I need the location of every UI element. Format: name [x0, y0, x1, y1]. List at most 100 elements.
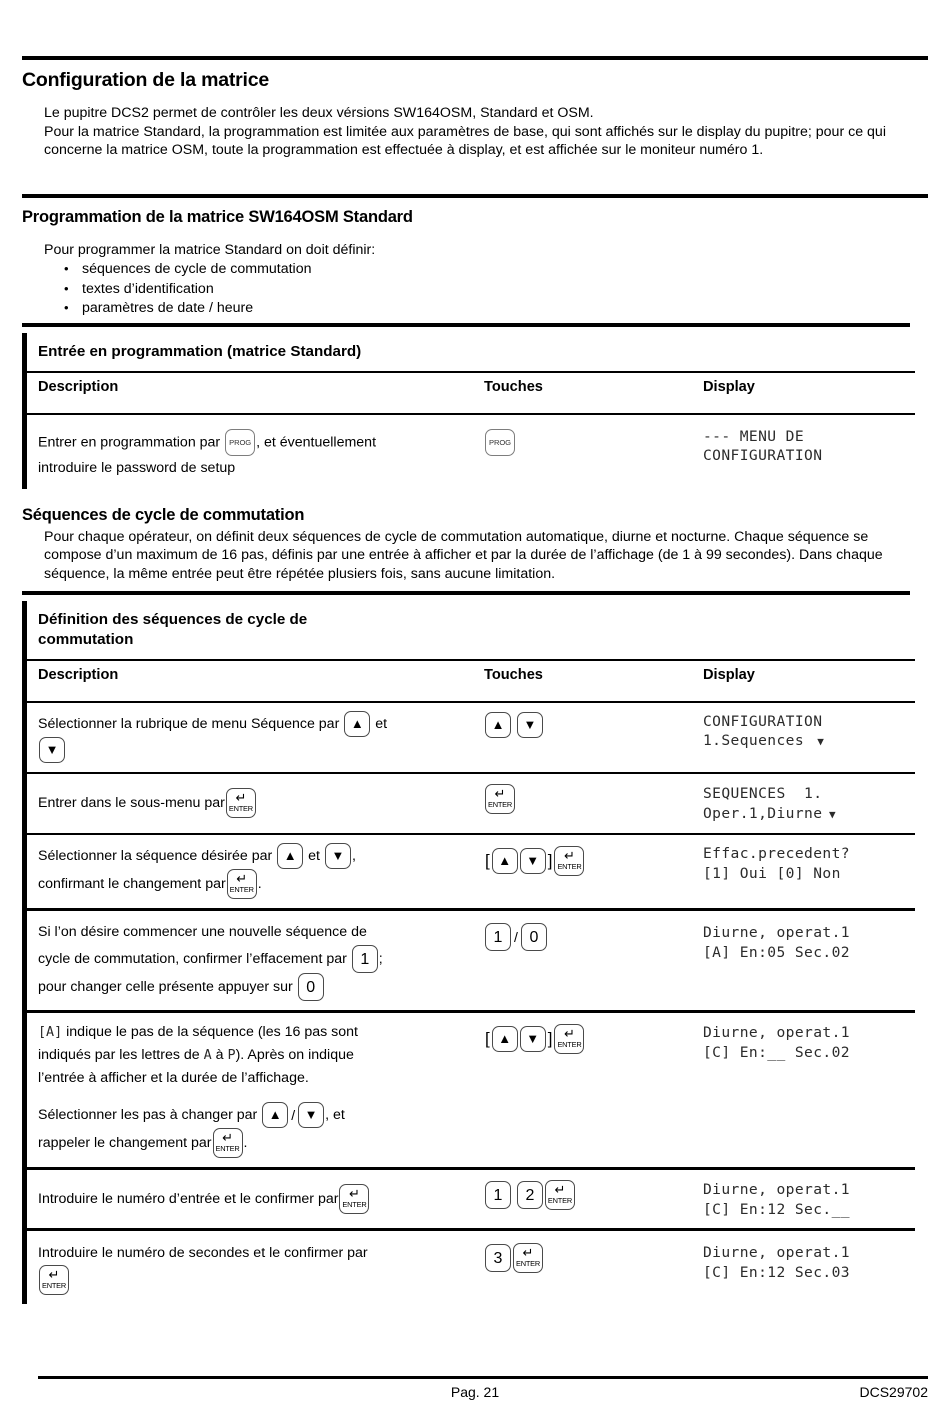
prog-key-label: PROG — [229, 437, 252, 447]
enter-arrow-icon: ↵ — [222, 1130, 233, 1146]
enter-key-label: ENTER — [41, 1281, 67, 1291]
arrow-down-key[interactable]: ▼ — [324, 843, 351, 870]
row-divider — [27, 772, 915, 775]
desc-text: introduire le password de setup — [38, 459, 236, 476]
arrow-down-icon: ▼ — [45, 742, 59, 758]
row-description: Introduire le numéro de secondes et le c… — [27, 1231, 482, 1304]
numeric-key-1[interactable]: 1 — [485, 923, 511, 952]
prog-key[interactable]: PROG — [225, 428, 256, 456]
table-definition-title: Définition des séquences de cycle de com… — [27, 601, 915, 659]
table-definition-top-rule — [22, 590, 910, 595]
page-title: Configuration de la matrice — [22, 69, 270, 91]
enter-key-label: ENTER — [557, 1040, 582, 1050]
document-code: DCS29702 — [859, 1384, 929, 1400]
enter-arrow-icon: ↵ — [564, 1026, 575, 1042]
enter-key[interactable]: ↵ ENTER — [554, 1024, 585, 1055]
numeric-key-1[interactable]: 1 — [485, 1181, 511, 1210]
enter-key[interactable]: ↵ ENTER — [39, 1265, 69, 1296]
enter-key[interactable]: ↵ ENTER — [225, 788, 256, 819]
arrow-down-key[interactable]: ▼ — [519, 848, 546, 875]
list-item: textes d’identification — [64, 279, 928, 300]
table-entree-top-rule — [22, 322, 910, 327]
step-code-A: [A] — [38, 1025, 63, 1041]
arrow-down-key[interactable]: ▼ — [39, 737, 65, 764]
enter-key[interactable]: ↵ ENTER — [226, 869, 257, 900]
numeric-key-0[interactable]: 0 — [520, 923, 547, 952]
arrow-up-key[interactable]: ▲ — [491, 848, 518, 875]
arrow-down-key[interactable]: ▼ — [519, 1026, 546, 1053]
arrow-down-key[interactable]: ▼ — [516, 711, 543, 738]
table-row: Entrer en programmation par PROG , et éve… — [27, 415, 915, 489]
desc-text: Sélectionner la rubrique de menu Séquenc… — [38, 715, 340, 732]
display-line: CONFIGURATION — [703, 712, 823, 730]
table-row: Entrer dans le sous-menu par ↵ ENTER ↵ ENTE… — [27, 774, 915, 833]
sequences-body: Pour chaque opérateur, on définit deux s… — [44, 528, 928, 584]
enter-key-label: ENTER — [215, 1144, 240, 1154]
arrow-up-key[interactable]: ▲ — [485, 711, 511, 738]
desc-text: Entrer dans le sous-menu par — [38, 794, 225, 811]
desc-text: cycle de commutation, confirmer l’efface… — [38, 951, 347, 968]
divider-top — [22, 56, 928, 60]
column-header-description: Description — [38, 378, 119, 395]
enter-key[interactable]: ↵ ENTER — [485, 784, 515, 815]
arrow-up-key[interactable]: ▲ — [277, 843, 304, 870]
scroll-down-indicator-icon: ▼ — [804, 735, 824, 749]
key-separator-slash: / — [291, 1107, 296, 1124]
display-line: 1.Sequences — [703, 732, 805, 750]
step-letter-first: A — [203, 1048, 212, 1064]
arrow-up-icon: ▲ — [268, 1107, 282, 1123]
enter-key[interactable]: ↵ ENTER — [212, 1128, 243, 1159]
enter-arrow-icon: ↵ — [48, 1267, 60, 1283]
arrow-down-icon: ▼ — [331, 848, 345, 864]
display-line: Effac.precedent? — [703, 845, 850, 863]
programmation-bullet-list: séquences de cycle de commutation textes… — [44, 259, 928, 319]
arrow-down-key[interactable]: ▼ — [298, 1102, 325, 1129]
column-header-description: Description — [38, 666, 119, 683]
enter-key-label: ENTER — [342, 1200, 367, 1210]
enter-key[interactable]: ↵ ENTER — [339, 1184, 370, 1215]
desc-text: , — [351, 848, 356, 865]
table-definition-title-line1: Définition des séquences de cycle de — [38, 610, 308, 628]
row-description: Sélectionner la rubrique de menu Séquenc… — [27, 703, 482, 773]
row-description: [A] indique le pas de la séquence (les 1… — [27, 1013, 482, 1167]
arrow-up-icon: ▲ — [491, 716, 505, 732]
desc-text: , et éventuellement — [256, 434, 377, 451]
enter-key[interactable]: ↵ ENTER — [554, 846, 585, 877]
table-row: Sélectionner la rubrique de menu Séquenc… — [27, 703, 915, 773]
desc-text: Sélectionner la séquence désirée par — [38, 848, 273, 865]
row-touches: 1/0 — [482, 911, 697, 960]
prog-key[interactable]: PROG — [485, 428, 515, 456]
row-touches: [▲ ▼] ↵ ENTER — [482, 1013, 697, 1063]
programmation-body: Pour programmer la matrice Standard on d… — [44, 241, 928, 319]
arrow-up-key[interactable]: ▲ — [491, 1026, 518, 1053]
table-row: Introduire le numéro d’entrée et le conf… — [27, 1170, 915, 1228]
footer-divider — [38, 1376, 928, 1379]
numeric-key-3[interactable]: 3 — [485, 1244, 511, 1273]
arrow-down-icon: ▼ — [526, 1031, 540, 1047]
config-paragraph-1: Le pupitre DCS2 permet de contrôler les … — [44, 105, 594, 121]
display-line: Diurne, operat.1 — [703, 1244, 850, 1262]
row-description: Entrer dans le sous-menu par ↵ ENTER — [27, 774, 482, 827]
arrow-up-key[interactable]: ▲ — [344, 710, 371, 737]
config-body: Le pupitre DCS2 permet de contrôler les … — [44, 104, 928, 160]
numeric-key-1[interactable]: 1 — [351, 945, 378, 974]
enter-key[interactable]: ↵ ENTER — [544, 1180, 575, 1211]
enter-key[interactable]: ↵ ENTER — [513, 1243, 543, 1274]
enter-key-label: ENTER — [557, 862, 582, 872]
enter-key-label: ENTER — [515, 1259, 541, 1269]
bracket-close: ] — [547, 1029, 553, 1049]
scroll-down-indicator-icon: ▼ — [822, 807, 836, 821]
display-line: [C] En:__ Sec.02 — [703, 1043, 850, 1061]
numeric-key-0[interactable]: 0 — [297, 973, 324, 1002]
desc-text: . — [257, 876, 262, 893]
row-touches: ▲ ▼ — [482, 703, 697, 747]
key-separator-slash: / — [514, 929, 518, 946]
arrow-down-icon: ▼ — [526, 853, 540, 869]
desc-text: indiqués par les lettres de — [38, 1047, 200, 1064]
row-description: Si l’on désire commencer une nouvelle sé… — [27, 911, 482, 1010]
numeric-key-2[interactable]: 2 — [516, 1181, 543, 1210]
desc-text: rappeler le changement par — [38, 1135, 212, 1152]
arrow-up-key[interactable]: ▲ — [262, 1102, 289, 1129]
desc-text: Introduire le numéro d’entrée et le conf… — [38, 1191, 339, 1208]
prog-key-label: PROG — [489, 437, 511, 447]
